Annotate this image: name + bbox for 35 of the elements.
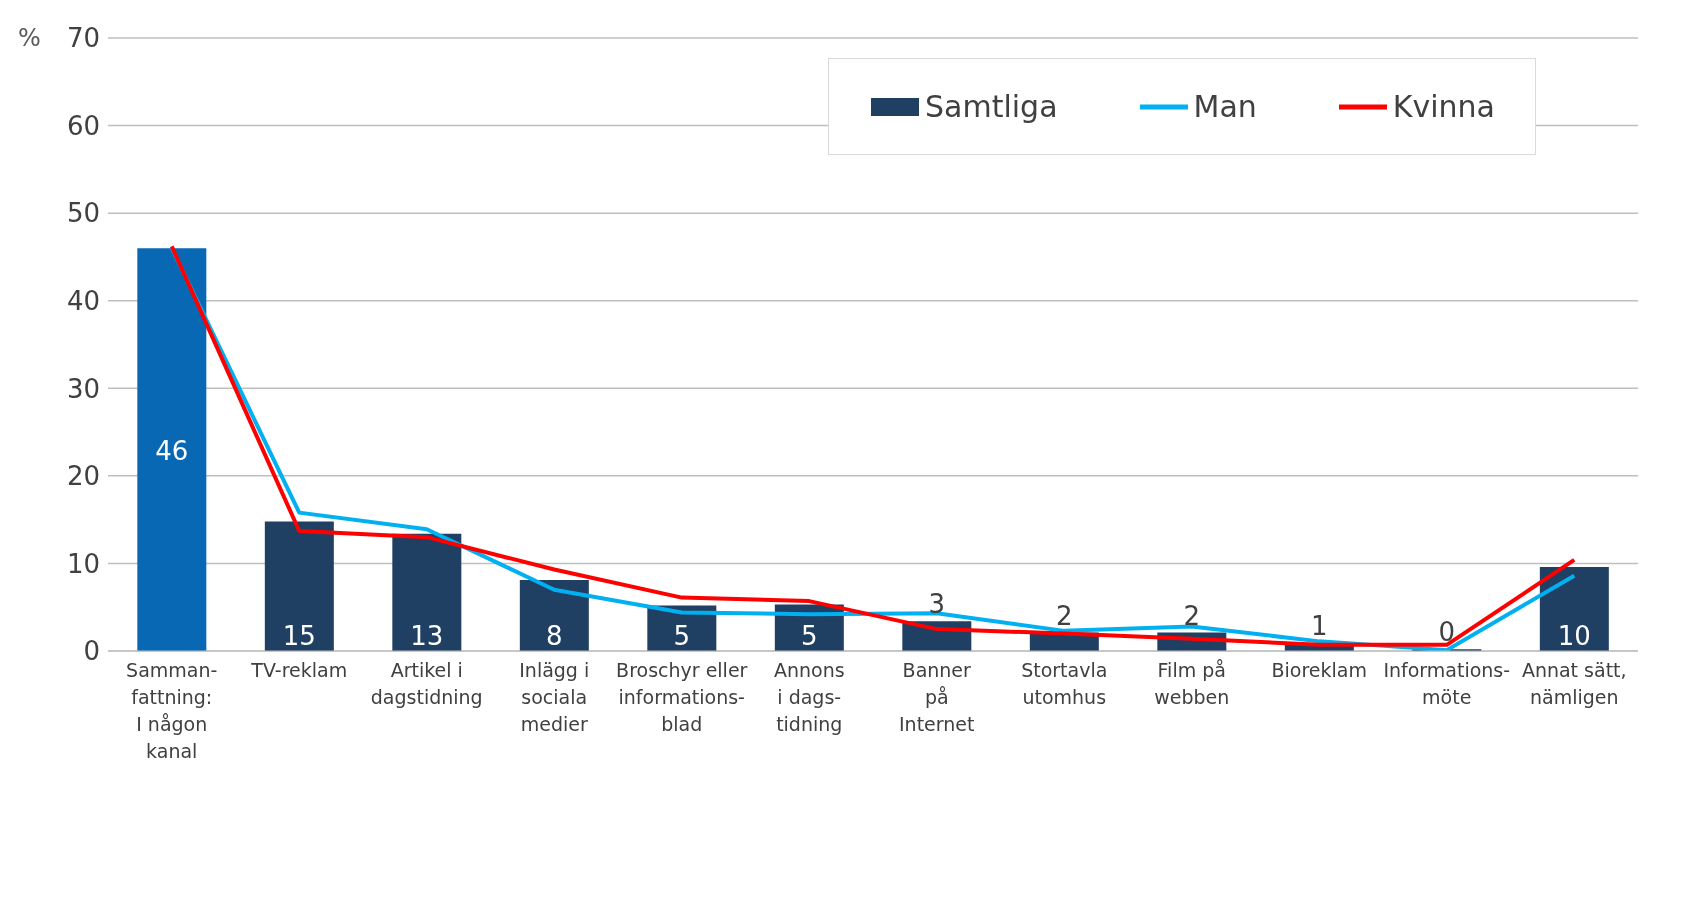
data-label: 5 <box>673 621 691 651</box>
y-tick-label: 50 <box>66 198 100 229</box>
x-tick-label: Inlägg i sociala medier <box>519 659 590 735</box>
x-tick-label: Informations- möte <box>1383 659 1511 708</box>
legend-label: Man <box>1192 89 1257 124</box>
y-tick-label: 40 <box>66 285 100 316</box>
data-label: 2 <box>1056 600 1073 631</box>
data-label: 46 <box>155 435 189 466</box>
x-tick-label: Annat sätt, nämligen <box>1521 659 1627 708</box>
y-axis-title: % <box>18 24 41 52</box>
legend-label: Kvinna <box>1391 89 1495 124</box>
y-tick-label: 0 <box>83 636 100 667</box>
data-label: 0 <box>1438 617 1456 648</box>
x-tick-label: Broschyr eller informations- blad <box>616 659 748 735</box>
data-label: 8 <box>546 621 563 651</box>
data-label: 5 <box>801 621 818 651</box>
y-tick-label: 10 <box>66 548 100 579</box>
data-label: 15 <box>282 621 316 651</box>
data-label: 1 <box>1311 611 1328 642</box>
x-tick-label: Annons i dags- tidning <box>773 659 845 735</box>
x-tick-label: Bioreklam <box>1271 659 1367 681</box>
data-label: 2 <box>1183 600 1201 631</box>
y-tick-label: 20 <box>66 461 100 492</box>
y-tick-label: 70 <box>66 23 100 54</box>
x-tick-label: Film på webben <box>1154 659 1230 708</box>
x-tick-label: Stortavla utomhus <box>1021 659 1108 708</box>
data-label: 13 <box>410 621 444 651</box>
x-tick-label: Samman- fattning: I någon kanal <box>126 659 218 762</box>
data-label: 10 <box>1557 621 1591 651</box>
x-tick-label: Artikel i dagstidning <box>370 659 483 708</box>
x-tick-label: Banner på Internet <box>899 659 975 735</box>
y-tick-label: 60 <box>66 110 100 141</box>
x-tick-label: TV-reklam <box>250 659 348 681</box>
legend-label: Samtliga <box>924 89 1058 124</box>
y-tick-label: 30 <box>66 373 100 404</box>
